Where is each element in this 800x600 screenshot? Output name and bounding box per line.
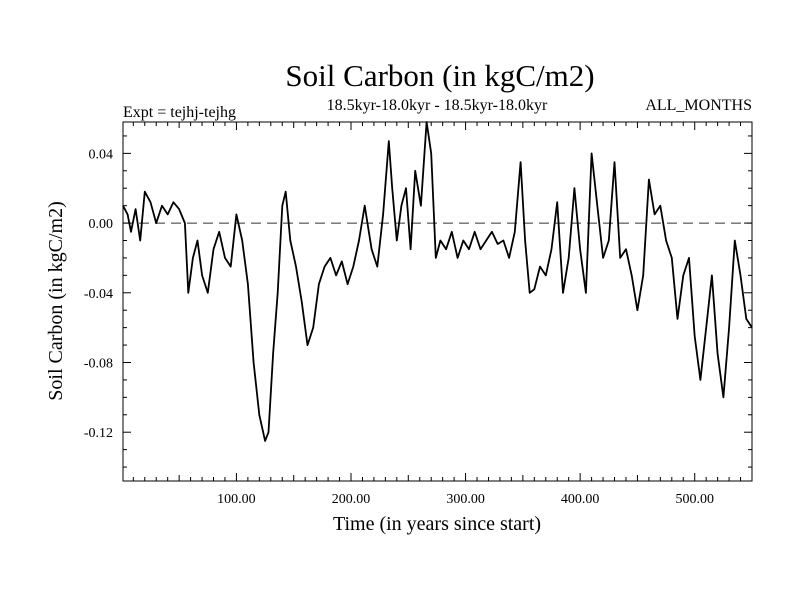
experiment-label: Expt = tejhj-tejhg <box>123 104 236 121</box>
y-axis: 0.04 0.00 -0.04 -0.08 -0.12 <box>84 135 752 468</box>
period-label: 18.5kyr-18.0kyr - 18.5kyr-18.0kyr <box>327 97 548 114</box>
y-tick-label: -0.08 <box>84 356 113 371</box>
plot-area <box>122 121 753 482</box>
months-label: ALL_MONTHS <box>645 97 752 114</box>
x-tick-label: 400.00 <box>561 492 600 507</box>
series-line <box>122 121 753 442</box>
y-axis-label: Soil Carbon (in kgC/m2) <box>45 201 67 400</box>
y-tick-label: -0.04 <box>84 287 113 302</box>
y-tick-label: 0.04 <box>89 147 114 162</box>
x-axis-label: Time (in years since start) <box>333 513 541 535</box>
y-tick-label: -0.12 <box>84 426 113 441</box>
x-tick-label: 300.00 <box>446 492 485 507</box>
x-axis: 100.00 200.00 300.00 400.00 500.00 <box>132 122 753 507</box>
chart-title: Soil Carbon (in kgC/m2) <box>285 58 594 93</box>
x-tick-label: 200.00 <box>332 492 371 507</box>
x-tick-label: 500.00 <box>675 492 714 507</box>
y-tick-label: 0.00 <box>89 217 114 232</box>
x-tick-label: 100.00 <box>217 492 256 507</box>
plot-frame <box>122 121 753 482</box>
